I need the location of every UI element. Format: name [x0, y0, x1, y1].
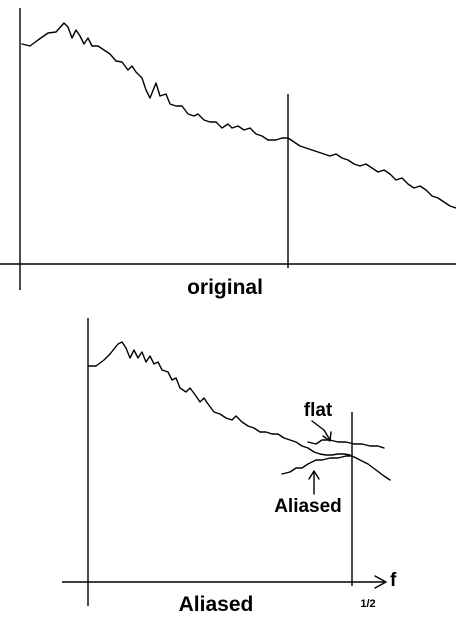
aliased-main-spectrum-curve	[88, 341, 351, 456]
aliased-pointer-arrowhead	[308, 470, 320, 480]
aliased-curve-label: Aliased	[274, 496, 342, 517]
aliased-spectrum-panel: flat Aliased f 1/2 Aliased	[62, 318, 397, 616]
half-frequency-tick-label: 1/2	[360, 598, 375, 610]
original-spectrum-panel: original	[0, 8, 456, 299]
flat-pointer-arrow	[311, 420, 331, 441]
frequency-axis-label: f	[390, 570, 397, 591]
aliased-folded-curve	[281, 455, 391, 481]
aliased-caption: Aliased	[179, 593, 254, 616]
original-caption: original	[187, 276, 263, 299]
original-spectrum-curve	[21, 22, 456, 209]
flat-extension-curve	[307, 439, 385, 449]
flat-pointer-arrowhead	[322, 431, 332, 442]
flat-label: flat	[304, 400, 333, 421]
x-axis-arrowhead	[374, 575, 387, 589]
